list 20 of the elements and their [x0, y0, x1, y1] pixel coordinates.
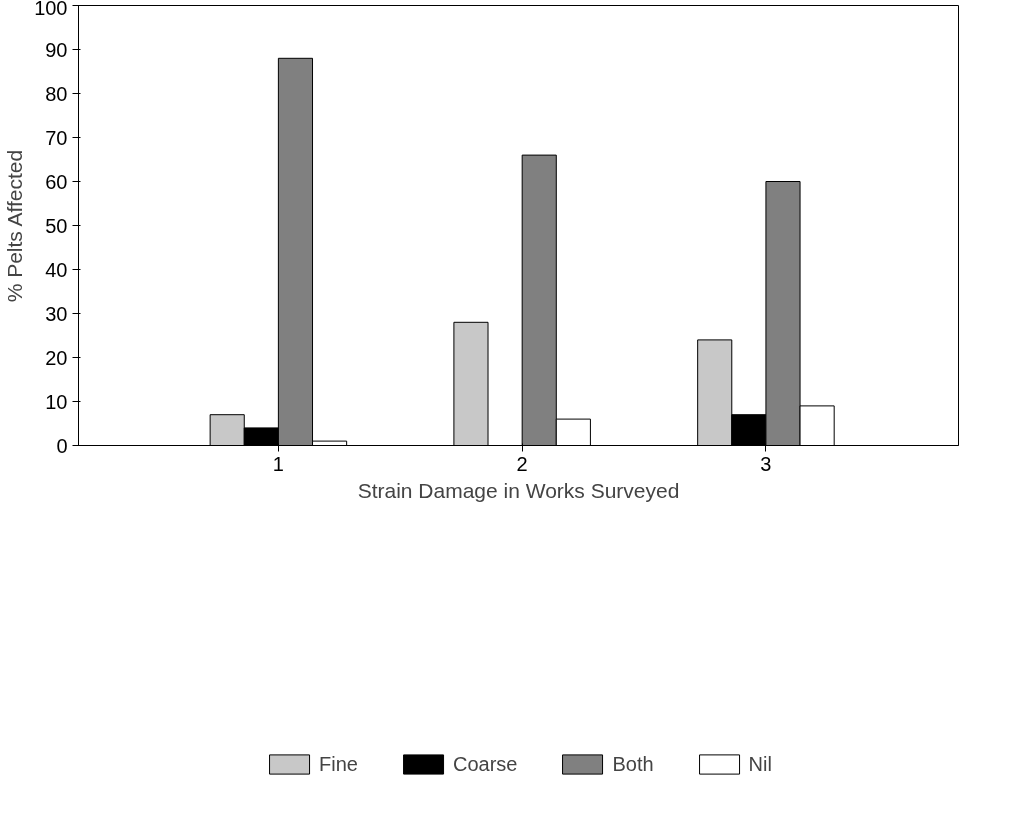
y-tick-label: 60 [45, 170, 68, 193]
x-tick-label: 2 [516, 452, 528, 475]
x-tick-label: 1 [272, 452, 284, 475]
y-tick-label: 100 [34, 0, 68, 19]
x-tick-label: 3 [760, 452, 772, 475]
y-tick-label: 20 [45, 346, 68, 369]
y-tick-label: 50 [45, 214, 68, 237]
y-tick-label: 70 [45, 126, 68, 149]
y-axis-title: % Pelts Affected [3, 149, 27, 303]
y-tick-label: 80 [45, 82, 68, 105]
legend-label: Coarse [452, 752, 518, 776]
y-tick-label: 0 [56, 434, 68, 457]
legend-label: Both [612, 752, 654, 776]
y-tick-label: 10 [45, 390, 68, 413]
y-tick-label: 90 [45, 38, 68, 61]
y-tick-label: 40 [45, 258, 68, 281]
x-axis-title: Strain Damage in Works Surveyed [357, 478, 680, 502]
legend-label: Nil [748, 752, 772, 776]
y-tick-label: 30 [45, 302, 68, 325]
legend-label: Fine [319, 752, 358, 776]
